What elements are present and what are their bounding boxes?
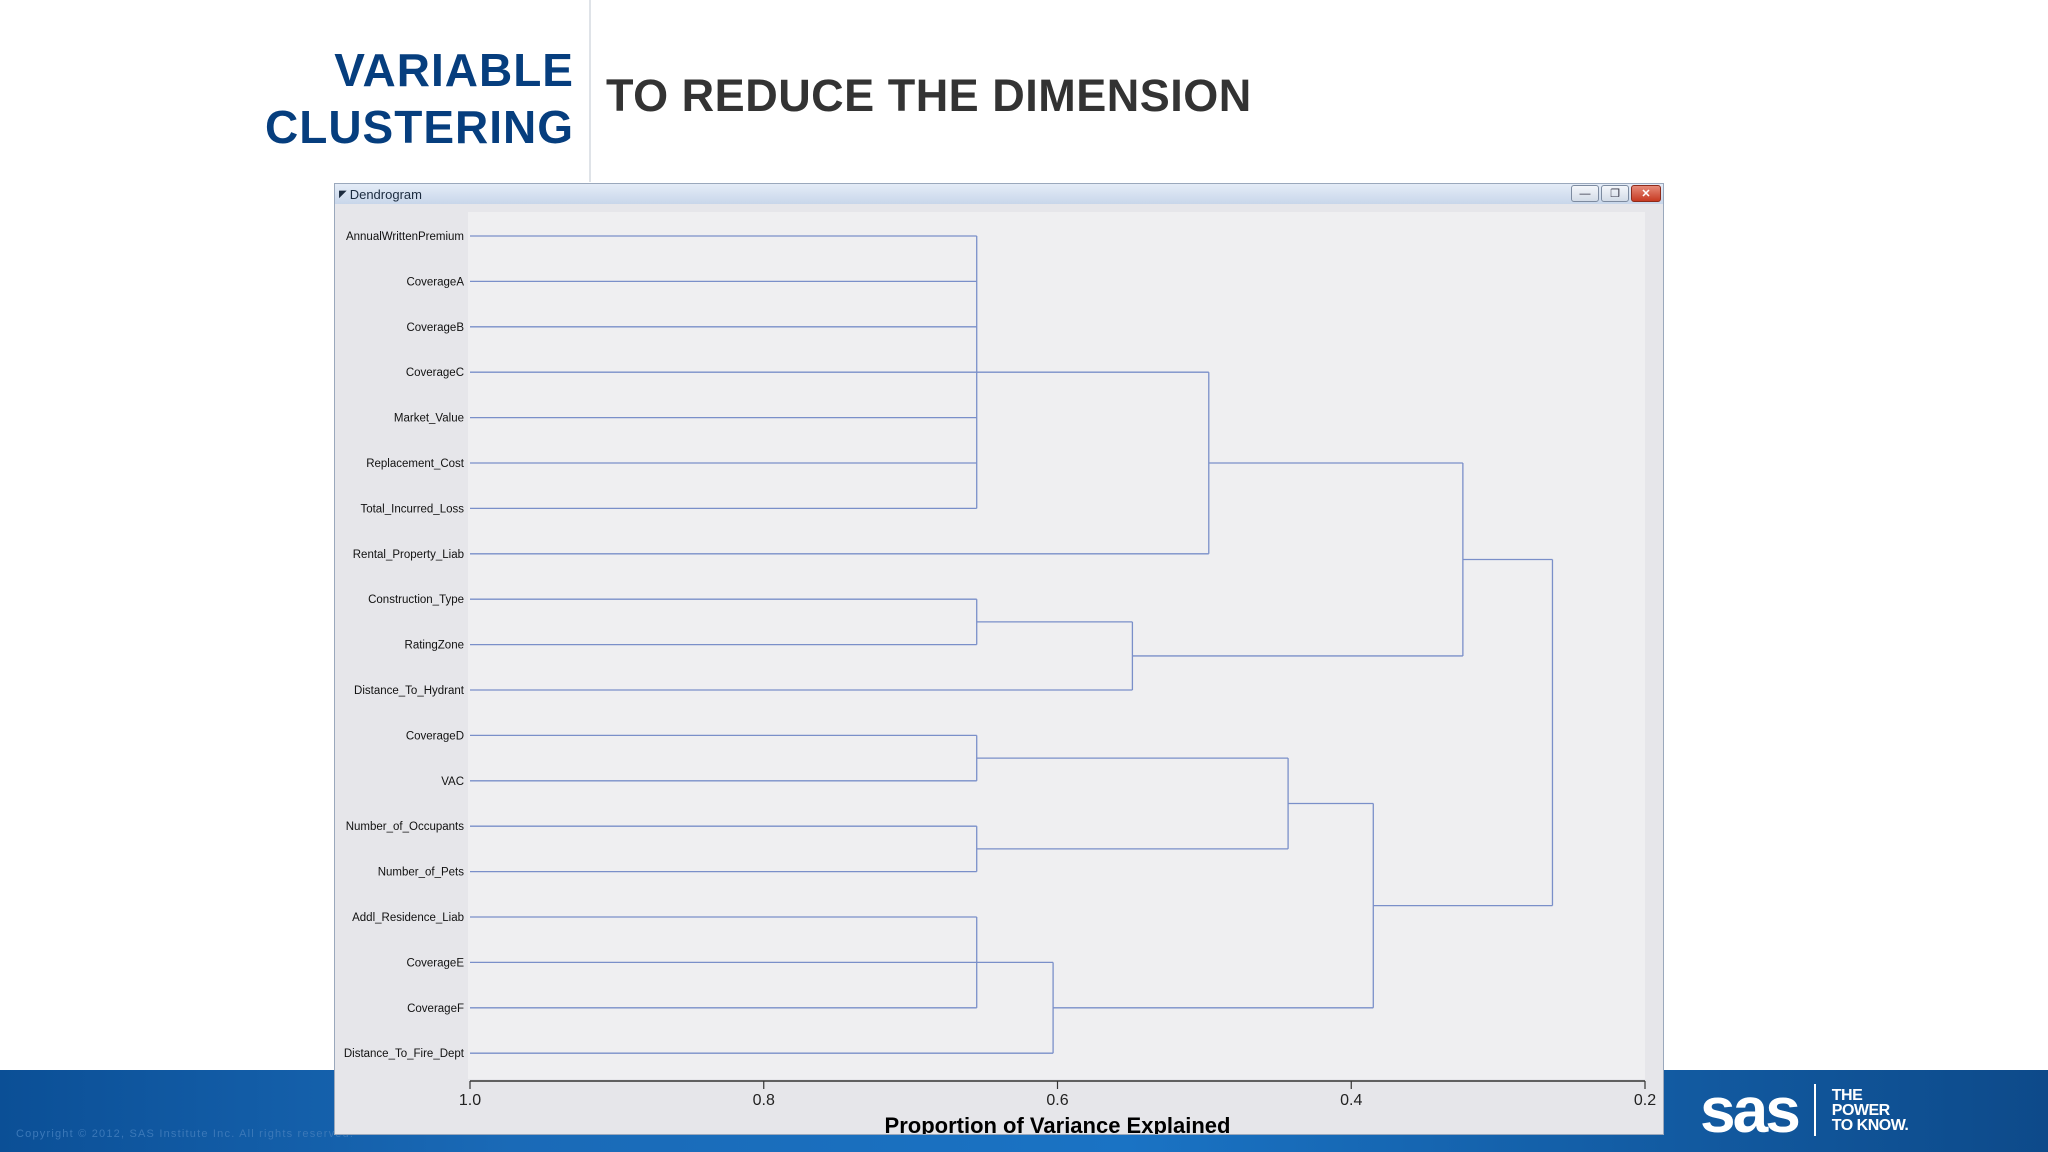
sas-logo-text: sas bbox=[1700, 1074, 1801, 1146]
logo-tagline: THE POWER TO KNOW. bbox=[1831, 1086, 1909, 1134]
tagline-line2: POWER bbox=[1831, 1101, 1890, 1119]
x-tick-label: 0.2 bbox=[1634, 1092, 1656, 1109]
slide-title-line2: CLUSTERING bbox=[265, 101, 574, 153]
slide-title: VARIABLE CLUSTERING bbox=[265, 42, 574, 156]
leaf-label: CoverageF bbox=[407, 1003, 464, 1015]
leaf-label: RatingZone bbox=[405, 640, 464, 652]
window-titlebar[interactable]: ◤ Dendrogram — ❐ ✕ bbox=[335, 184, 1663, 204]
leaf-label: Addl_Residence_Liab bbox=[352, 912, 464, 924]
tagline-line3: TO KNOW. bbox=[1831, 1116, 1909, 1134]
leaf-label: CoverageB bbox=[406, 322, 464, 334]
tagline-line1: THE bbox=[1831, 1086, 1863, 1104]
window-title: Dendrogram bbox=[349, 186, 422, 202]
sas-logo: sas THE POWER TO KNOW. bbox=[1700, 1074, 1909, 1146]
leaf-label: Number_of_Pets bbox=[378, 867, 465, 879]
window-menu-icon[interactable]: ◤ bbox=[339, 188, 347, 200]
dendrogram-chart: AnnualWrittenPremium CoverageA CoverageB Co… bbox=[344, 212, 1656, 1134]
leaf-label: Distance_To_Hydrant bbox=[354, 685, 465, 697]
x-axis-label: Proportion of Variance Explained bbox=[885, 1113, 1231, 1134]
plot-area bbox=[468, 212, 1645, 1079]
leaf-label: CoverageD bbox=[406, 730, 464, 742]
logo-separator bbox=[1813, 1084, 1816, 1136]
x-tick-label: 0.6 bbox=[1046, 1092, 1068, 1109]
leaf-label: CoverageA bbox=[406, 276, 464, 288]
slide-title-line1: VARIABLE bbox=[334, 44, 574, 96]
copyright-text: Copyright © 2012, SAS Institute Inc. All… bbox=[16, 1128, 355, 1140]
leaf-label: Replacement_Cost bbox=[366, 458, 465, 470]
leaf-label: Distance_To_Fire_Dept bbox=[344, 1048, 465, 1060]
x-tick-label: 1.0 bbox=[459, 1092, 481, 1109]
x-tick-label: 0.8 bbox=[753, 1092, 775, 1109]
leaf-label: Rental_Property_Liab bbox=[353, 549, 464, 561]
leaf-label: AnnualWrittenPremium bbox=[346, 231, 464, 243]
title-divider bbox=[589, 0, 591, 182]
slide-subtitle: TO REDUCE THE DIMENSION bbox=[606, 70, 1252, 121]
leaf-label: Number_of_Occupants bbox=[346, 821, 465, 833]
restore-button[interactable]: ❐ bbox=[1601, 185, 1629, 202]
window-controls: — ❐ ✕ bbox=[1571, 185, 1661, 202]
x-tick-label: 0.4 bbox=[1340, 1092, 1362, 1109]
leaf-label: CoverageE bbox=[406, 957, 464, 969]
leaf-label: Construction_Type bbox=[368, 594, 464, 606]
dendrogram-window: ◤ Dendrogram — ❐ ✕ AnnualWrittenPremium C… bbox=[334, 183, 1664, 1135]
leaf-label: Total_Incurred_Loss bbox=[360, 503, 464, 515]
leaf-label: VAC bbox=[441, 776, 464, 788]
leaf-label: CoverageC bbox=[406, 367, 464, 379]
close-button[interactable]: ✕ bbox=[1631, 185, 1661, 202]
leaf-label: Market_Value bbox=[394, 413, 464, 425]
minimize-button[interactable]: — bbox=[1571, 185, 1599, 202]
